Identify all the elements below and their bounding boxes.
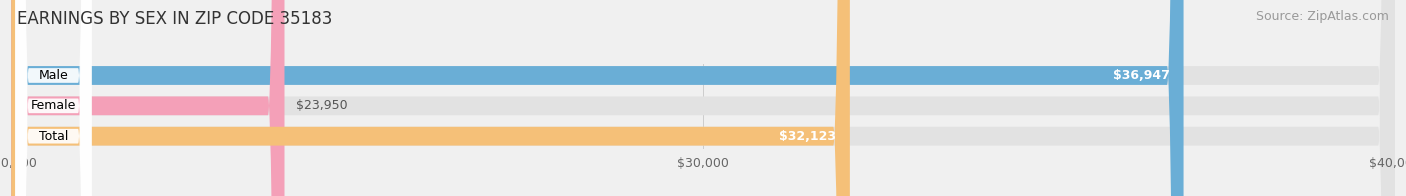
FancyBboxPatch shape xyxy=(11,0,1395,196)
FancyBboxPatch shape xyxy=(11,0,1395,196)
Text: Female: Female xyxy=(31,99,76,112)
Text: $32,123: $32,123 xyxy=(779,130,837,143)
Text: Total: Total xyxy=(39,130,67,143)
FancyBboxPatch shape xyxy=(11,0,1184,196)
Text: $23,950: $23,950 xyxy=(295,99,347,112)
FancyBboxPatch shape xyxy=(11,0,1395,196)
FancyBboxPatch shape xyxy=(15,0,91,196)
Text: $36,947: $36,947 xyxy=(1114,69,1170,82)
FancyBboxPatch shape xyxy=(15,0,91,196)
Text: Source: ZipAtlas.com: Source: ZipAtlas.com xyxy=(1256,10,1389,23)
FancyBboxPatch shape xyxy=(11,0,284,196)
FancyBboxPatch shape xyxy=(11,0,849,196)
Text: EARNINGS BY SEX IN ZIP CODE 35183: EARNINGS BY SEX IN ZIP CODE 35183 xyxy=(17,10,332,28)
Text: Male: Male xyxy=(38,69,69,82)
FancyBboxPatch shape xyxy=(15,0,91,196)
